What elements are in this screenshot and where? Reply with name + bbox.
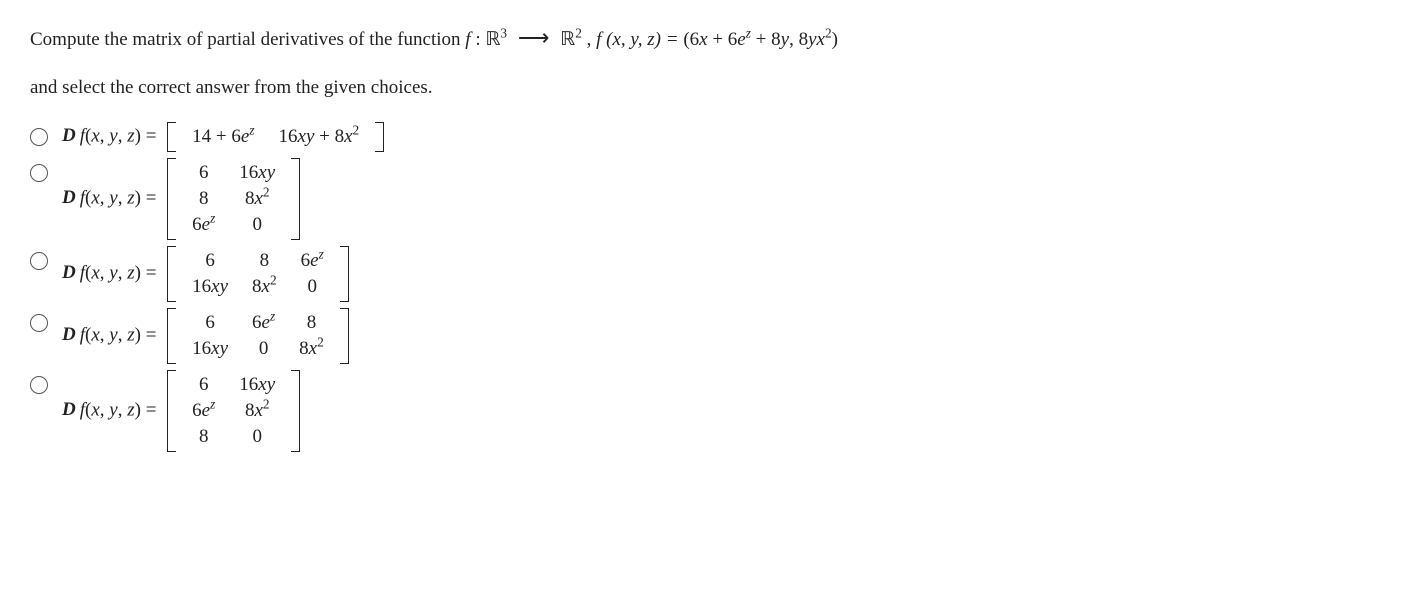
radio-icon[interactable] xyxy=(30,128,48,146)
q-prefix: Compute the matrix of partial derivative… xyxy=(30,29,465,50)
df-label: D xyxy=(62,262,76,283)
radio-icon[interactable] xyxy=(30,252,48,270)
df-args: (x, y, z) = xyxy=(85,262,161,283)
matrix-cell: 0 xyxy=(227,424,287,450)
codomain-sup: 2 xyxy=(575,26,582,41)
comma: , xyxy=(587,29,597,50)
matrix-cell: 8x2 xyxy=(287,336,336,362)
matrix-cell: 16xy xyxy=(180,336,240,362)
matrix-cell: 16xy xyxy=(180,274,240,300)
matrix-5: 616xy6ez8x280 xyxy=(167,370,300,452)
matrix-cell: 16xy xyxy=(227,160,287,186)
matrix-cell: 8 xyxy=(180,424,227,450)
matrix-cell: 6 xyxy=(180,160,227,186)
arrow-icon: ⟶ xyxy=(518,25,550,50)
choices-group: Df(x, y, z) = 14 + 6ez16xy + 8x2 Df(x, y… xyxy=(30,122,1390,452)
df-label: D xyxy=(62,187,76,208)
question-line-1: Compute the matrix of partial derivative… xyxy=(30,20,1390,55)
df-label: D xyxy=(62,125,76,146)
choice-4[interactable]: Df(x, y, z) = 66ez816xy08x2 xyxy=(30,308,1390,364)
matrix-cell: 6ez xyxy=(289,248,336,274)
matrix-cell: 6 xyxy=(180,248,240,274)
matrix-cell: 6 xyxy=(180,310,240,336)
choice-2-math: Df(x, y, z) = 616xy88x26ez0 xyxy=(62,158,300,240)
matrix-cell: 8x2 xyxy=(240,274,289,300)
df-label: D xyxy=(62,399,76,420)
matrix-cell: 16xy + 8x2 xyxy=(267,124,372,150)
f-lhs: f (x, y, z) = xyxy=(596,29,683,50)
matrix-cell: 0 xyxy=(227,212,287,238)
matrix-cell: 0 xyxy=(289,274,336,300)
df-args: (x, y, z) = xyxy=(85,324,161,345)
matrix-1: 14 + 6ez16xy + 8x2 xyxy=(167,122,384,152)
radio-icon[interactable] xyxy=(30,376,48,394)
matrix-cell: 8x2 xyxy=(227,398,287,424)
codomain-R: ℝ xyxy=(560,29,575,50)
domain-R: ℝ xyxy=(485,29,500,50)
matrix-cell: 0 xyxy=(240,336,287,362)
matrix-cell: 6ez xyxy=(180,398,227,424)
choice-4-math: Df(x, y, z) = 66ez816xy08x2 xyxy=(62,308,349,364)
matrix-cell: 8 xyxy=(180,186,227,212)
choice-2[interactable]: Df(x, y, z) = 616xy88x26ez0 xyxy=(30,158,1390,240)
matrix-cell: 14 + 6ez xyxy=(180,124,266,150)
matrix-cell: 6ez xyxy=(240,310,287,336)
matrix-cell: 6ez xyxy=(180,212,227,238)
matrix-cell: 8 xyxy=(240,248,289,274)
choice-3-math: Df(x, y, z) = 686ez16xy8x20 xyxy=(62,246,349,302)
matrix-cell: 6 xyxy=(180,372,227,398)
choice-3[interactable]: Df(x, y, z) = 686ez16xy8x20 xyxy=(30,246,1390,302)
radio-icon[interactable] xyxy=(30,164,48,182)
matrix-3: 686ez 16xy8x20 xyxy=(167,246,349,302)
matrix-cell: 16xy xyxy=(227,372,287,398)
matrix-cell: 8x2 xyxy=(227,186,287,212)
df-args: (x, y, z) = xyxy=(85,187,161,208)
f-rhs-open: (6x + 6ez + 8y, 8yx2) xyxy=(683,29,838,50)
choice-5[interactable]: Df(x, y, z) = 616xy6ez8x280 xyxy=(30,370,1390,452)
df-label: D xyxy=(62,324,76,345)
radio-icon[interactable] xyxy=(30,314,48,332)
choice-5-math: Df(x, y, z) = 616xy6ez8x280 xyxy=(62,370,300,452)
choice-1[interactable]: Df(x, y, z) = 14 + 6ez16xy + 8x2 xyxy=(30,122,1390,152)
df-args: (x, y, z) = xyxy=(85,125,161,146)
matrix-4: 66ez8 16xy08x2 xyxy=(167,308,349,364)
matrix-cell: 8 xyxy=(287,310,336,336)
choice-1-math: Df(x, y, z) = 14 + 6ez16xy + 8x2 xyxy=(62,122,384,152)
colon: : xyxy=(475,29,485,50)
matrix-2: 616xy88x26ez0 xyxy=(167,158,300,240)
func-f: f xyxy=(465,29,470,50)
f-rhs-a: 6x + 6ez + 8y, 8yx2 xyxy=(690,29,832,50)
domain-sup: 3 xyxy=(500,26,507,41)
question-line-2: and select the correct answer from the g… xyxy=(30,73,1390,103)
df-args: (x, y, z) = xyxy=(85,399,161,420)
